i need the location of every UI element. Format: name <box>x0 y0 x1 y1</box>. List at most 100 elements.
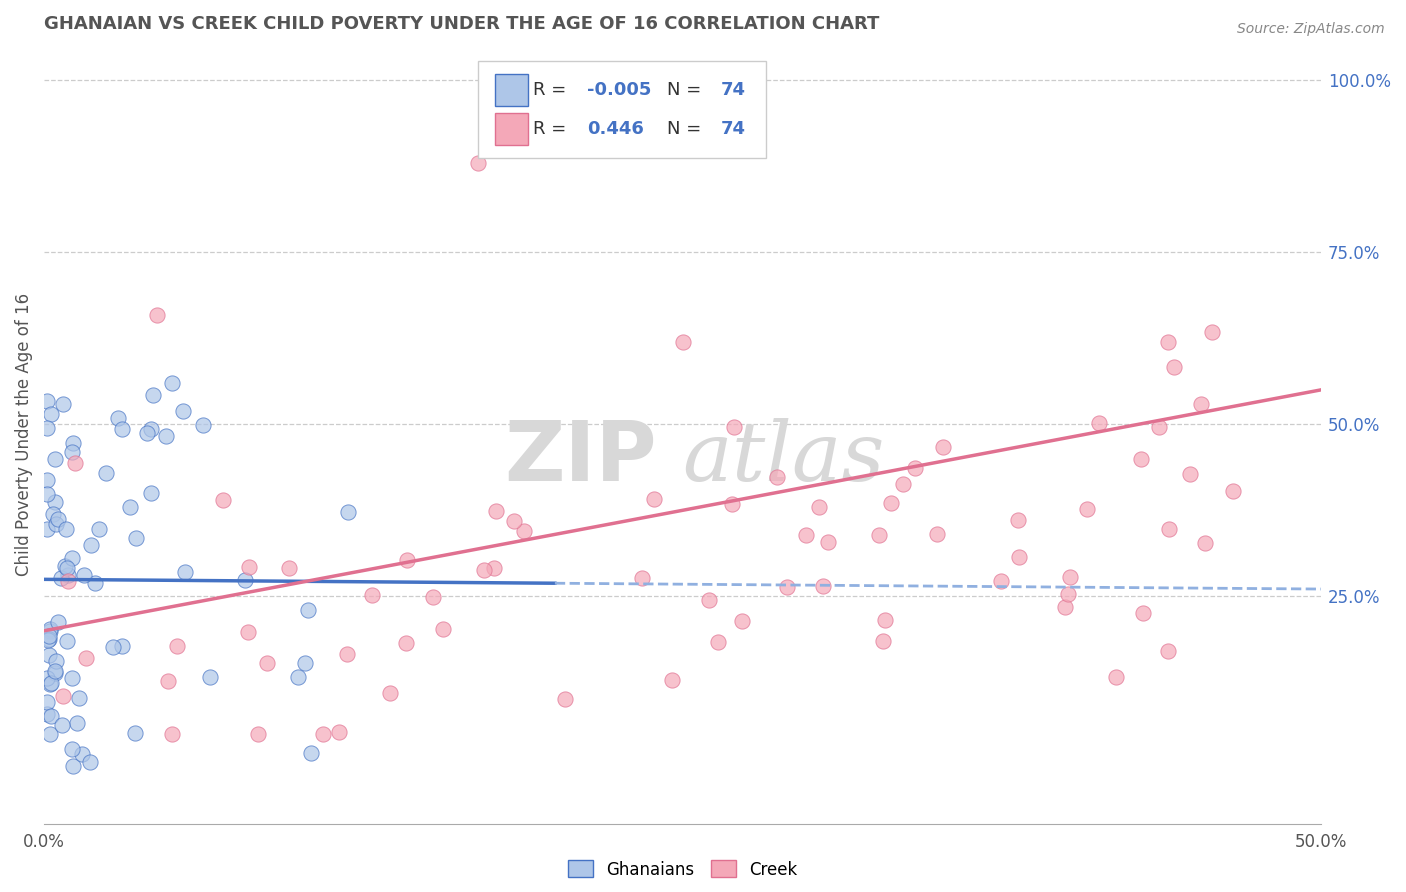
Point <box>83 576 105 591</box>
Point <box>880 496 903 510</box>
Point <box>1088 417 1111 431</box>
Point <box>630 571 652 585</box>
Point <box>45 517 67 532</box>
Point <box>35 473 58 487</box>
Point <box>872 634 894 648</box>
FancyBboxPatch shape <box>495 112 529 145</box>
Point <box>38 629 60 643</box>
Point <box>42 507 65 521</box>
Point <box>336 505 359 519</box>
Point <box>1059 569 1081 583</box>
Point <box>472 563 495 577</box>
Point <box>731 614 754 628</box>
Point <box>60 445 83 459</box>
Point <box>35 420 58 434</box>
Point <box>70 747 93 762</box>
Text: ZIP: ZIP <box>505 417 657 499</box>
Point <box>512 524 534 538</box>
Point <box>52 397 75 411</box>
Point <box>48 615 70 629</box>
Point <box>39 677 62 691</box>
Point <box>120 500 142 514</box>
Point <box>503 514 526 528</box>
Point <box>766 469 789 483</box>
Point <box>485 504 508 518</box>
Point <box>817 535 839 549</box>
Point <box>1056 587 1078 601</box>
Point <box>44 664 66 678</box>
Point <box>1157 522 1180 536</box>
Text: 0.446: 0.446 <box>586 120 644 138</box>
Point <box>1157 644 1180 658</box>
Point <box>53 558 76 573</box>
Point <box>65 456 87 470</box>
Point <box>312 727 335 741</box>
Point <box>422 590 444 604</box>
Text: GHANAIAN VS CREEK CHILD POVERTY UNDER THE AGE OF 16 CORRELATION CHART: GHANAIAN VS CREEK CHILD POVERTY UNDER TH… <box>44 15 880 33</box>
Point <box>174 565 197 579</box>
Point <box>336 647 359 661</box>
Point <box>1130 451 1153 466</box>
Point <box>1163 359 1185 374</box>
Point <box>62 759 84 773</box>
Point <box>212 493 235 508</box>
Legend: Ghanaians, Creek: Ghanaians, Creek <box>561 854 804 885</box>
Point <box>60 672 83 686</box>
Point <box>1007 513 1029 527</box>
Point <box>55 561 77 575</box>
Point <box>697 592 720 607</box>
Point <box>142 388 165 402</box>
Point <box>247 727 270 741</box>
Point <box>1189 396 1212 410</box>
Point <box>44 452 66 467</box>
Point <box>554 691 576 706</box>
Point <box>73 567 96 582</box>
Point <box>723 420 745 434</box>
Text: N =: N = <box>668 81 707 99</box>
Point <box>35 695 58 709</box>
Point <box>868 528 890 542</box>
Point <box>39 727 62 741</box>
Point <box>60 551 83 566</box>
Point <box>35 486 58 500</box>
Point <box>35 393 58 408</box>
Point <box>155 429 177 443</box>
Point <box>990 574 1012 588</box>
Point <box>294 656 316 670</box>
Point <box>157 673 180 688</box>
Point <box>482 561 505 575</box>
Point <box>44 495 66 509</box>
Point <box>44 666 66 681</box>
Point <box>141 485 163 500</box>
Point <box>45 654 67 668</box>
Text: N =: N = <box>668 120 707 138</box>
Point <box>55 522 77 536</box>
Point <box>124 726 146 740</box>
Point <box>172 404 194 418</box>
Point <box>56 574 79 589</box>
Point <box>38 632 60 647</box>
Point <box>1149 420 1171 434</box>
Point <box>125 531 148 545</box>
Point <box>796 528 818 542</box>
Point <box>38 622 60 636</box>
Point <box>720 497 742 511</box>
Point <box>111 422 134 436</box>
Point <box>38 648 60 662</box>
Point <box>37 633 59 648</box>
Point <box>925 527 948 541</box>
Point <box>380 686 402 700</box>
Point <box>776 580 799 594</box>
Point <box>932 440 955 454</box>
Point <box>643 491 665 506</box>
Point <box>297 603 319 617</box>
Point <box>1222 483 1244 498</box>
Point <box>671 334 693 349</box>
Point <box>79 755 101 769</box>
Text: R =: R = <box>533 120 572 138</box>
Point <box>46 511 69 525</box>
Point <box>813 579 835 593</box>
Point <box>41 675 63 690</box>
Point <box>111 639 134 653</box>
Text: 74: 74 <box>721 120 747 138</box>
